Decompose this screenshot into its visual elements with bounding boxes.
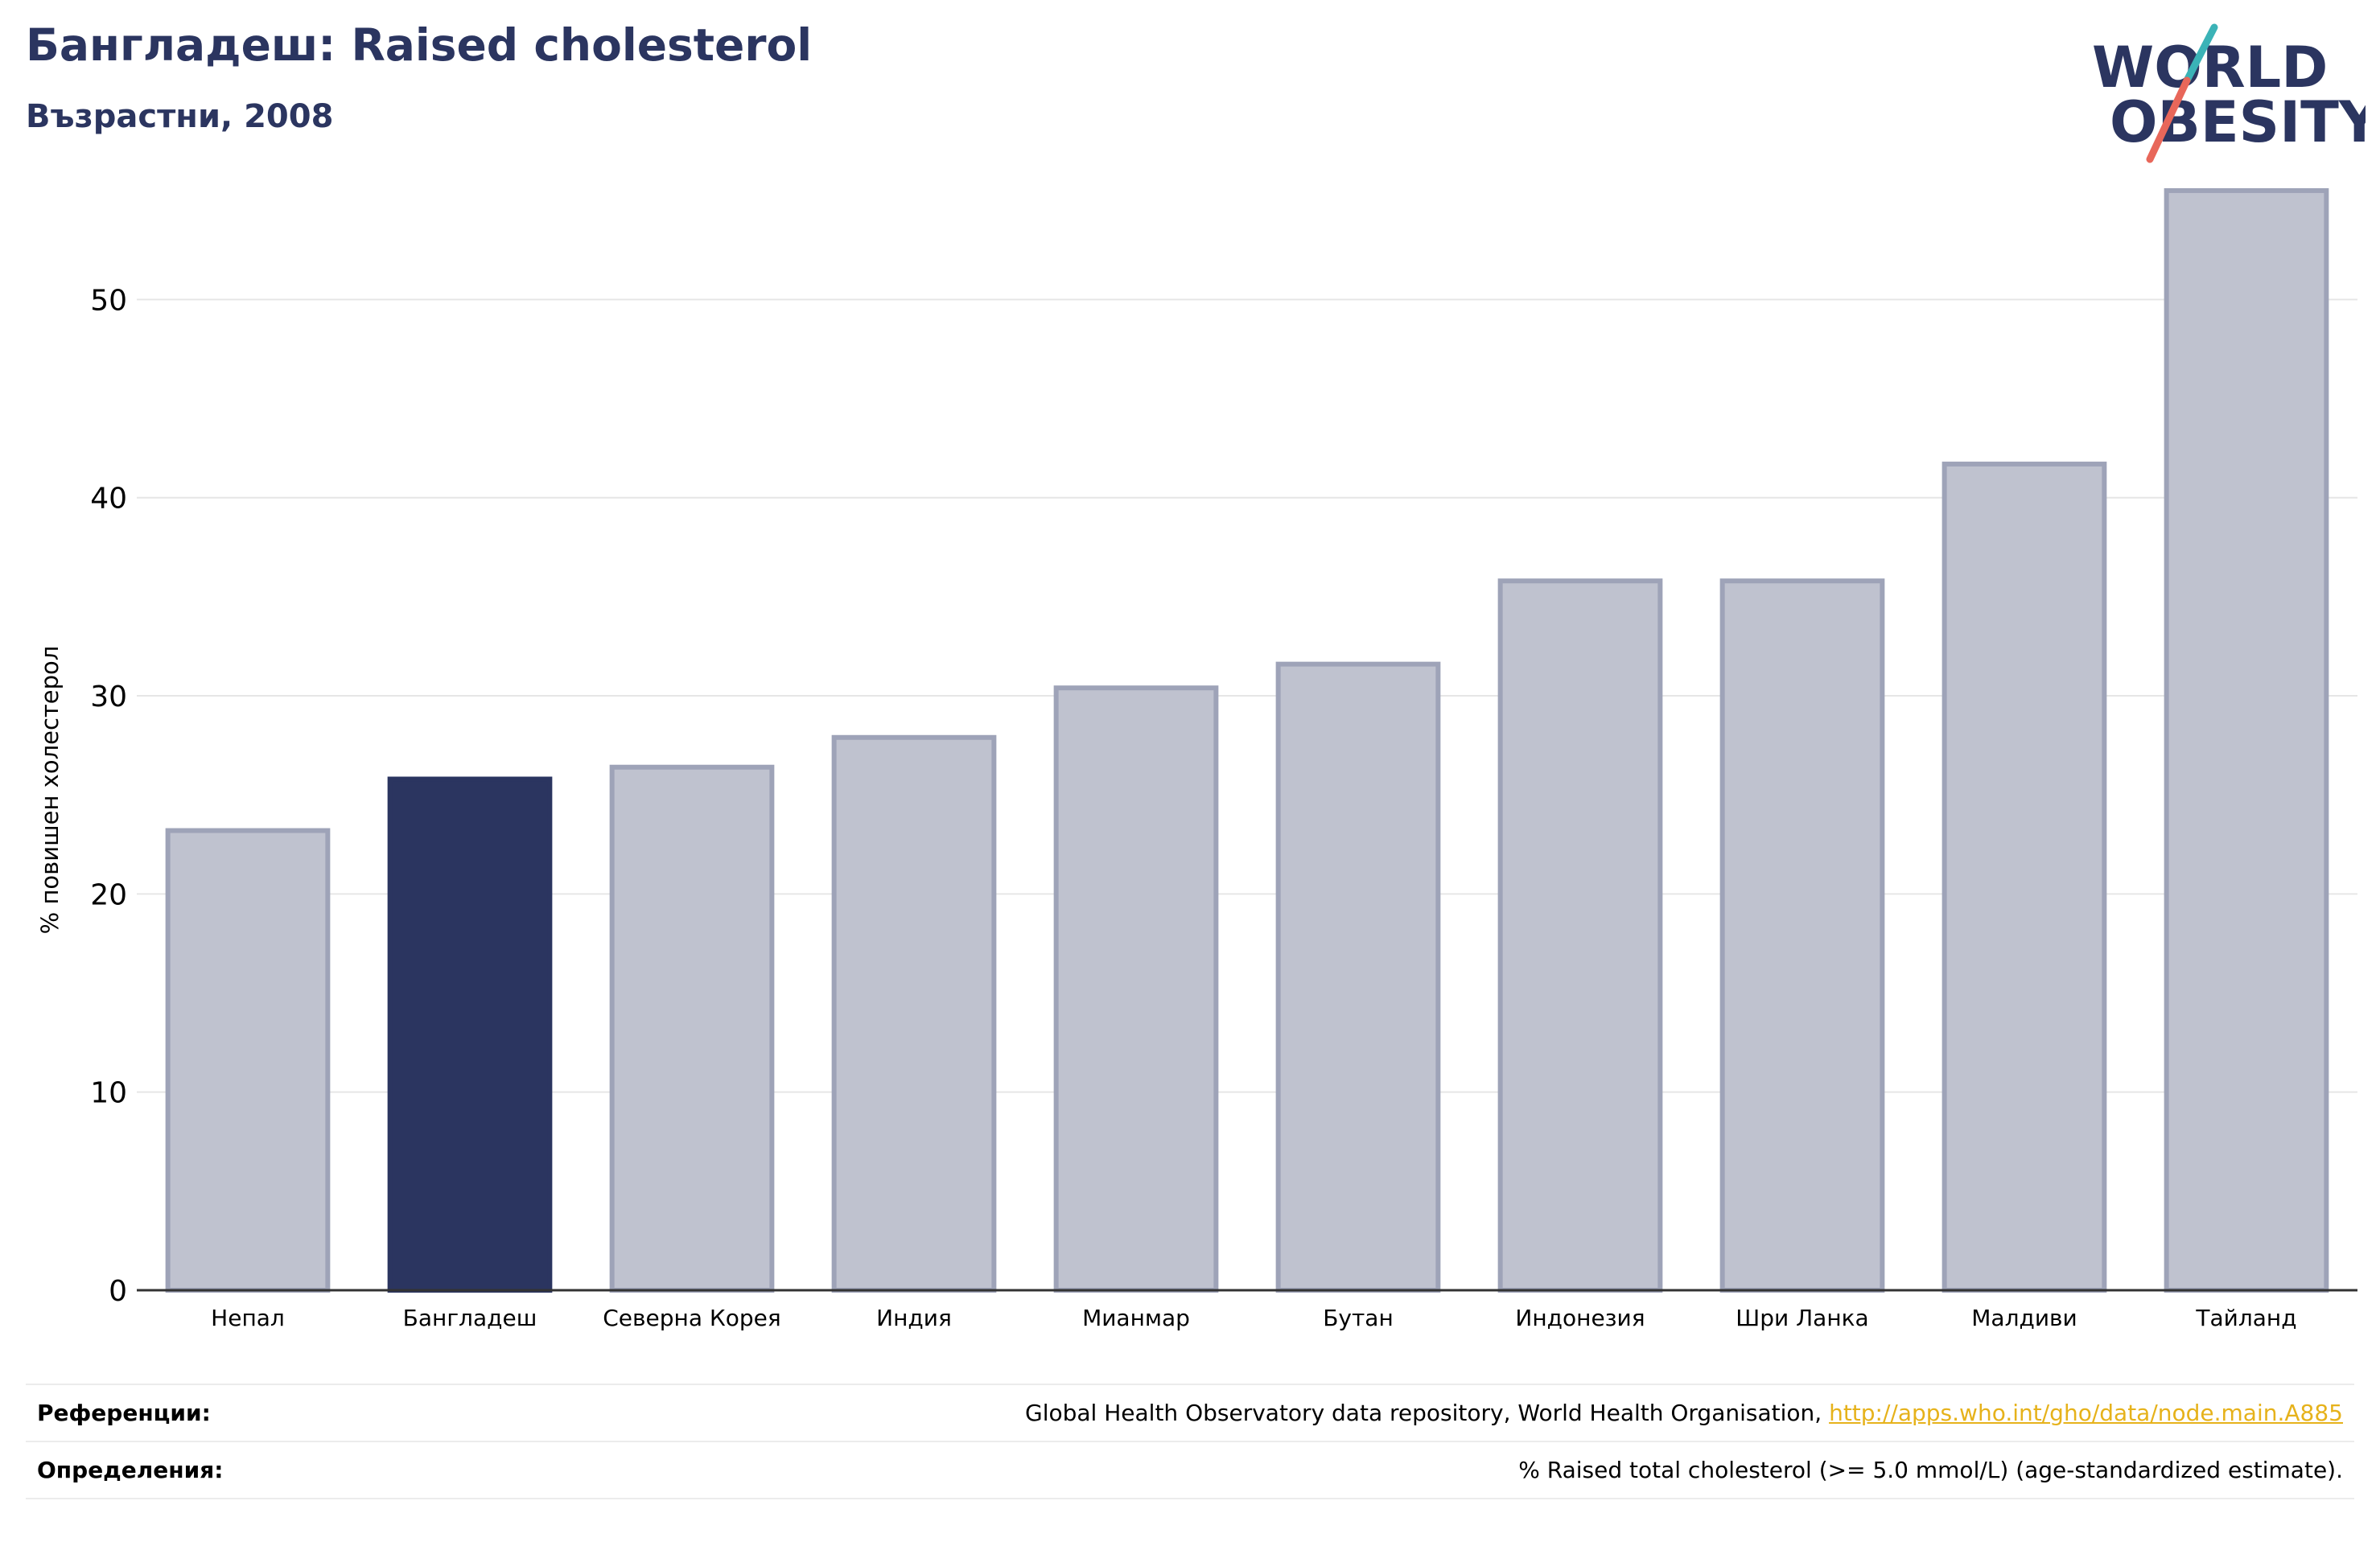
x-tick-label: Индонезия — [1515, 1305, 1645, 1331]
logo-slash-bottom — [2146, 76, 2191, 163]
bar-7 — [1719, 578, 1885, 1293]
references-link[interactable]: http://apps.who.int/gho/data/node.main.A… — [1829, 1400, 2343, 1426]
y-tick-label: 20 — [90, 878, 127, 911]
logo-line2: OBESITY — [2110, 89, 2366, 155]
chart-title: Бангладеш: Raised cholesterol — [26, 19, 813, 71]
x-tick-label: Тайланд — [2195, 1305, 2296, 1331]
x-tick-label: Северна Корея — [603, 1305, 781, 1331]
references-row: Референции: Global Health Observatory da… — [26, 1384, 2354, 1441]
x-tick-label: Шри Ланка — [1736, 1305, 1868, 1331]
bar-9 — [2164, 187, 2329, 1293]
y-tick-label: 40 — [90, 483, 127, 516]
definitions-row: Определения: % Raised total cholesterol … — [26, 1441, 2354, 1499]
y-axis-ticks: 0 10 20 30 40 50 — [90, 284, 127, 1308]
world-obesity-logo: WORLD OBESITY — [2092, 23, 2366, 163]
x-tick-label: Бангладеш — [403, 1305, 537, 1331]
bar-6 — [1497, 578, 1663, 1293]
logo-slash-top — [2183, 23, 2218, 84]
x-tick-label: Малдиви — [1971, 1305, 2077, 1331]
bar-8 — [1941, 461, 2107, 1293]
footer-divider — [26, 1498, 2354, 1499]
y-axis-label: % повишен холестерол — [36, 646, 64, 935]
references-text: Global Health Observatory data repositor… — [1025, 1400, 1830, 1426]
definitions-value: % Raised total cholesterol (>= 5.0 mmol/… — [1518, 1457, 2343, 1483]
references-value: Global Health Observatory data repositor… — [1025, 1400, 2343, 1426]
bars — [165, 187, 2329, 1293]
bar-2 — [609, 764, 775, 1293]
bar-4 — [1053, 685, 1219, 1293]
x-tick-label: Индия — [876, 1305, 952, 1331]
y-tick-label: 0 — [109, 1275, 127, 1308]
y-tick-label: 10 — [90, 1077, 127, 1110]
y-tick-label: 50 — [90, 284, 127, 317]
bar-3 — [831, 734, 997, 1293]
bar-5 — [1275, 661, 1441, 1293]
bar-1 — [387, 776, 553, 1293]
x-tick-label: Мианмар — [1082, 1305, 1190, 1331]
logo-line1: WORLD — [2092, 35, 2328, 101]
definitions-label: Определения: — [37, 1457, 224, 1483]
x-tick-label: Бутан — [1323, 1305, 1394, 1331]
x-axis-labels: Непал Бангладеш Северна Корея Индия Мианмар Б… — [211, 1305, 2296, 1331]
bar-0 — [165, 828, 331, 1293]
bar-chart: 0 10 20 30 40 50 Непал Бангладеш Северна Корея И… — [36, 187, 2357, 1331]
references-label: Референции: — [37, 1400, 211, 1426]
y-tick-label: 30 — [90, 681, 127, 713]
x-tick-label: Непал — [211, 1305, 285, 1331]
chart-subtitle: Възрастни, 2008 — [26, 98, 334, 135]
